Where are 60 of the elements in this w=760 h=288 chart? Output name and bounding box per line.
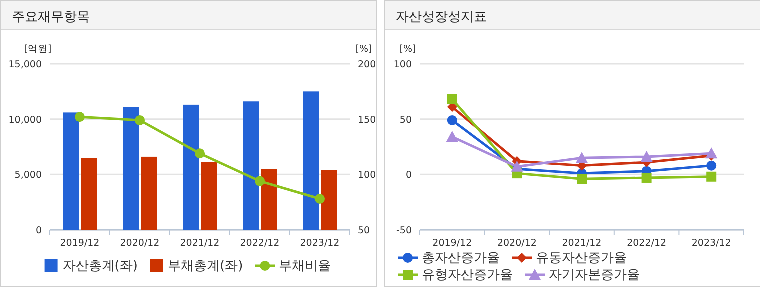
bar (123, 107, 139, 230)
legend-label: 부채비율 (279, 259, 332, 274)
x-tick-label: 2019/12 (60, 238, 100, 249)
point (315, 194, 325, 204)
legend-label: 유형자산증가율 (422, 268, 513, 283)
point (446, 131, 458, 142)
y-tick-label: 5,000 (14, 170, 42, 182)
x-tick-label: 2023/12 (692, 238, 732, 249)
legend-label: 자산총계(좌) (62, 259, 138, 274)
x-tick-label: 2022/12 (627, 238, 667, 249)
point (577, 174, 587, 184)
chart-title: 자산성장성지표 (396, 10, 487, 25)
point (576, 152, 588, 164)
x-tick-label: 2020/12 (497, 238, 537, 249)
legend-label: 부채총계(좌) (168, 259, 244, 274)
point (75, 112, 85, 122)
y-tick-label: 10,000 (8, 114, 42, 126)
point (135, 115, 145, 126)
y-tick-label: 0 (406, 170, 412, 182)
bar (303, 92, 319, 230)
bar (321, 170, 337, 230)
point (706, 148, 718, 159)
bar (261, 169, 277, 230)
bar (183, 104, 199, 230)
x-tick-label: 2023/12 (300, 238, 340, 249)
bar (201, 162, 217, 230)
point (195, 148, 205, 159)
y-tick-label: -50 (396, 226, 412, 236)
point (706, 172, 717, 182)
y-tick-label: 15,000 (8, 60, 42, 70)
point (642, 172, 652, 183)
y2-tick-label: 150 (358, 114, 376, 126)
legend-label: 유동자산증가율 (536, 251, 627, 266)
y-axis-title: [억원] (24, 44, 52, 55)
chart-title: 주요재무항목 (12, 10, 90, 25)
point (511, 160, 524, 172)
point (255, 176, 265, 186)
bar (63, 112, 79, 230)
point (447, 94, 458, 104)
y2-tick-label: 200 (358, 60, 376, 70)
bar (243, 102, 259, 230)
legend-label: 총자산증가율 (422, 251, 500, 266)
y2-tick-label: 100 (358, 170, 376, 182)
x-tick-label: 2021/12 (180, 238, 220, 249)
x-tick-label: 2019/12 (432, 238, 472, 249)
y-tick-label: 50 (400, 114, 412, 126)
y-axis-title: [%] (400, 44, 416, 55)
point (706, 160, 717, 171)
y2-tick-label: 50 (358, 226, 370, 236)
y-tick-label: 0 (36, 226, 42, 236)
x-tick-label: 2022/12 (240, 238, 280, 249)
legend-label: 자기자본증가율 (549, 268, 640, 283)
bar (141, 156, 157, 230)
bar (81, 158, 97, 230)
x-tick-label: 2021/12 (562, 238, 602, 249)
y-tick-label: 100 (394, 60, 412, 70)
x-tick-label: 2020/12 (120, 238, 160, 249)
y2-axis-title: [%] (356, 44, 372, 55)
point (640, 150, 653, 162)
point (447, 115, 458, 126)
